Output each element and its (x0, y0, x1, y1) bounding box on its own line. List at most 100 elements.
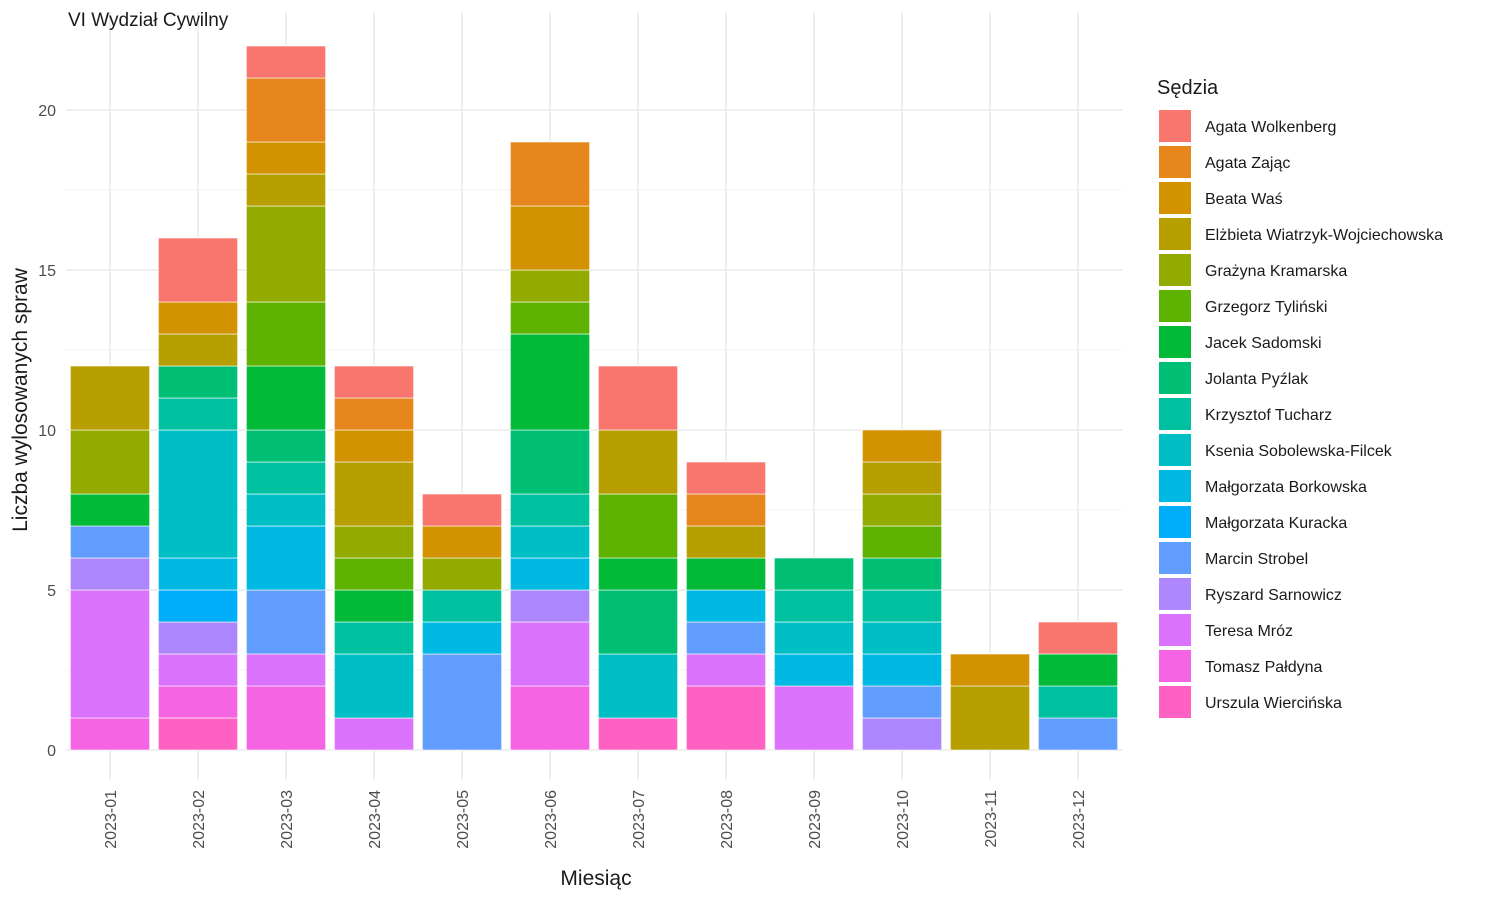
bar-segment (774, 653, 854, 687)
bar-segment (70, 429, 150, 495)
bar-segment (246, 685, 326, 751)
bar-segment (598, 429, 678, 495)
bar-segment (70, 557, 150, 591)
legend-key (1159, 506, 1191, 538)
bar-segment (246, 365, 326, 431)
legend-key (1159, 614, 1191, 646)
bar-segment (510, 621, 590, 687)
bar-segment (158, 717, 238, 751)
bar-segment (246, 653, 326, 687)
bar-segment (158, 301, 238, 335)
bar-segment (246, 173, 326, 207)
x-tick-label: 2023-10 (895, 790, 912, 849)
bar-segment (598, 717, 678, 751)
bar-segment (334, 365, 414, 399)
y-tick-label: 15 (38, 263, 56, 280)
bar-segment (334, 429, 414, 463)
legend-key (1159, 362, 1191, 394)
legend-label: Małgorzata Borkowska (1205, 479, 1367, 496)
bar-segment (862, 685, 942, 719)
y-axis: 0 5 10 15 20 (38, 103, 56, 760)
bar-segment (862, 557, 942, 591)
legend-label: Krzysztof Tucharz (1205, 407, 1332, 424)
x-tick-label: 2023-12 (1071, 790, 1088, 849)
bar-segment (950, 685, 1030, 751)
bar-segment (246, 493, 326, 527)
bar-segment (862, 429, 942, 463)
legend-key (1159, 110, 1191, 142)
y-axis-title: Liczba wylosowanych spraw (9, 267, 32, 532)
bar-segment (774, 589, 854, 623)
bar-segment (158, 589, 238, 623)
bar-segment (686, 685, 766, 751)
bar-segment (422, 653, 502, 751)
bar-segment (598, 365, 678, 431)
legend-label: Urszula Wiercińska (1205, 695, 1342, 712)
bar-segment (334, 653, 414, 719)
bar-segment (1038, 685, 1118, 719)
bar-segment (158, 685, 238, 719)
bar-segment (862, 589, 942, 623)
bar-segment (686, 589, 766, 623)
bar-segment (70, 525, 150, 559)
bar-segment (510, 589, 590, 623)
legend-label: Grażyna Kramarska (1205, 263, 1347, 280)
bar-segment (70, 717, 150, 751)
bar-segment (774, 557, 854, 591)
bar-segment (246, 461, 326, 495)
bar-segment (334, 589, 414, 623)
x-tick-label: 2023-08 (719, 790, 736, 849)
x-tick-label: 2023-09 (807, 790, 824, 849)
x-axis: 2023-01 2023-02 2023-03 2023-04 2023-05 2023-… (103, 790, 1088, 849)
bar-segment (1038, 621, 1118, 655)
bar-segment (862, 653, 942, 687)
bar-segment (246, 77, 326, 143)
legend-key (1159, 146, 1191, 178)
bar-segment (510, 301, 590, 335)
bar-segment (686, 557, 766, 591)
bar-segment (510, 429, 590, 495)
bar-segment (510, 333, 590, 431)
bar-segment (422, 525, 502, 559)
legend-key (1159, 434, 1191, 466)
bar-segment (510, 205, 590, 271)
bar-segment (158, 333, 238, 367)
bar-segment (246, 589, 326, 655)
legend-key (1159, 326, 1191, 358)
legend-label: Małgorzata Kuracka (1205, 515, 1347, 532)
bar-segment (334, 717, 414, 751)
bar-segment (422, 589, 502, 623)
bar-segment (334, 461, 414, 527)
bar-segment (774, 685, 854, 751)
bar-segment (158, 557, 238, 591)
bar-segment (1038, 653, 1118, 687)
bar-segment (158, 653, 238, 687)
bar-segment (950, 653, 1030, 687)
legend-key (1159, 542, 1191, 574)
bar-segment (246, 525, 326, 591)
legend-key (1159, 686, 1191, 718)
legend-key (1159, 470, 1191, 502)
bar-segment (422, 557, 502, 591)
legend-label: Ryszard Sarnowicz (1205, 587, 1342, 604)
y-tick-label: 20 (38, 103, 56, 120)
bar-segment (510, 525, 590, 559)
legend-key (1159, 650, 1191, 682)
legend-label: Marcin Strobel (1205, 551, 1308, 568)
legend-label: Teresa Mróz (1205, 623, 1293, 640)
bar-segment (70, 493, 150, 527)
chart-title: VI Wydział Cywilny (68, 10, 229, 31)
bar-segment (158, 397, 238, 431)
legend-label: Elżbieta Wiatrzyk-Wojciechowska (1205, 227, 1443, 244)
x-tick-label: 2023-05 (455, 790, 472, 849)
bar-segment (598, 493, 678, 559)
x-tick-label: 2023-01 (103, 790, 120, 849)
bar-segment (862, 621, 942, 655)
legend-key (1159, 182, 1191, 214)
legend-label: Ksenia Sobolewska-Filcek (1205, 443, 1393, 460)
legend-key (1159, 398, 1191, 430)
legend-label: Beata Waś (1205, 191, 1283, 208)
bar-segment (598, 557, 678, 591)
bar-segment (598, 589, 678, 655)
bar-segment (686, 525, 766, 559)
